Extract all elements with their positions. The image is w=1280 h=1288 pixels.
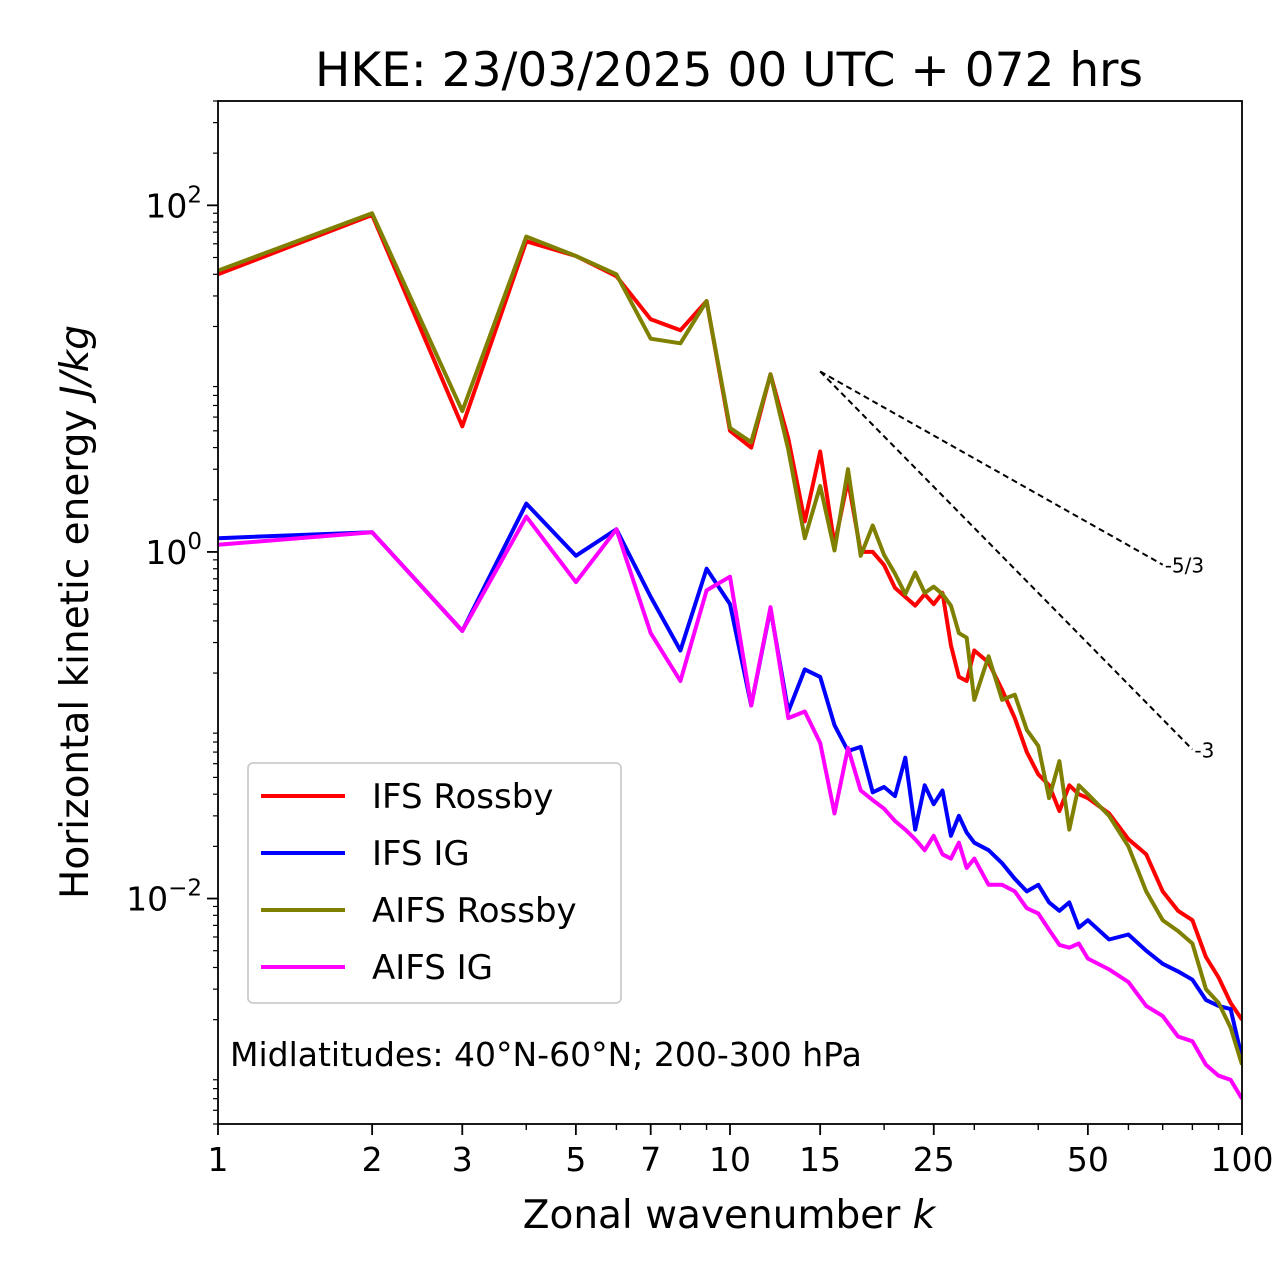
- y-axis: 102 100 10−2: [126, 100, 218, 1125]
- reference-line-label-0: -5/3: [1165, 554, 1204, 578]
- series-line-1: [218, 501, 1242, 1059]
- legend-label-2: AIFS Rossby: [372, 891, 577, 931]
- x-tick-label: 10: [709, 1140, 751, 1179]
- x-tick-label: 7: [640, 1140, 661, 1179]
- legend-label-3: AIFS IG: [372, 948, 493, 988]
- y-tick-label: 10−2: [126, 876, 202, 919]
- y-tick-label: 100: [145, 529, 202, 572]
- reference-line-1: [819, 370, 1194, 751]
- legend-label-1: IFS IG: [372, 834, 470, 874]
- y-tick-label: 102: [145, 182, 202, 225]
- x-axis: 1 2 3 5 7 10 15 25 50 100: [208, 1124, 1274, 1179]
- legend: IFS Rossby IFS IG AIFS Rossby AIFS IG: [247, 762, 622, 1004]
- reference-line-label-1: -3: [1194, 738, 1214, 762]
- x-tick-label: 15: [799, 1140, 841, 1179]
- region-annotation: Midlatitudes: 40°N-60°N; 200-300 hPa: [230, 1035, 862, 1074]
- x-tick-label: 50: [1067, 1140, 1109, 1179]
- x-tick-label: 2: [362, 1140, 383, 1179]
- x-tick-label: 1: [208, 1140, 229, 1179]
- legend-box: [247, 762, 622, 1004]
- chart-title: HKE: 23/03/2025 00 UTC + 072 hrs: [315, 43, 1143, 98]
- legend-label-0: IFS Rossby: [372, 777, 553, 817]
- reference-line-0: [819, 370, 1164, 566]
- series-line-2: [218, 211, 1242, 1066]
- x-tick-label: 25: [913, 1140, 955, 1179]
- y-axis-label: Horizontal kinetic energy J/kg: [53, 325, 98, 899]
- x-tick-label: 100: [1211, 1140, 1274, 1179]
- x-tick-label: 3: [452, 1140, 473, 1179]
- series-line-3: [218, 514, 1242, 1100]
- plot-area: -5/3 -3: [218, 211, 1242, 1100]
- x-tick-label: 5: [565, 1140, 586, 1179]
- x-axis-label: Zonal wavenumber k: [523, 1193, 937, 1238]
